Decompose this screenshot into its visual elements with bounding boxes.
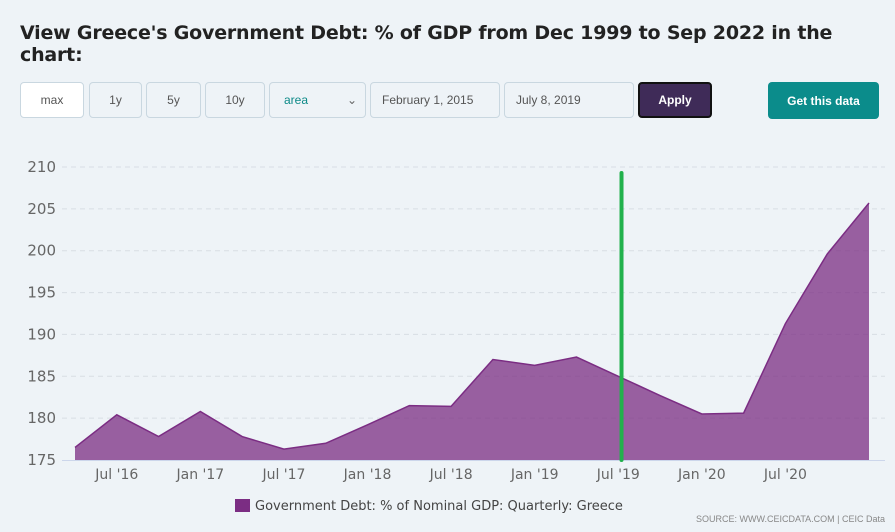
page-title: View Greece's Government Debt: % of GDP … bbox=[20, 22, 833, 66]
source-note: SOURCE: WWW.CEICDATA.COM | CEIC Data bbox=[695, 514, 885, 524]
start-date-input[interactable]: February 1, 2015 bbox=[370, 82, 500, 118]
legend-swatch bbox=[235, 499, 250, 512]
x-tick-label: Jul '18 bbox=[429, 467, 473, 483]
x-tick-label: Jul '20 bbox=[763, 467, 807, 483]
x-tick-label: Jan '17 bbox=[176, 467, 225, 483]
y-tick-label: 175 bbox=[27, 451, 56, 469]
x-tick-label: Jul '16 bbox=[94, 467, 138, 483]
series-line bbox=[74, 202, 870, 450]
range-10y-button[interactable]: 10y bbox=[205, 82, 265, 118]
y-tick-label: 190 bbox=[27, 325, 56, 343]
range-max-button[interactable]: max bbox=[20, 82, 84, 118]
x-tick-label: Jul '17 bbox=[261, 467, 305, 483]
range-5y-button[interactable]: 5y bbox=[146, 82, 201, 118]
legend-label: Government Debt: % of Nominal GDP: Quart… bbox=[255, 499, 623, 514]
x-tick-label: Jan '18 bbox=[343, 467, 392, 483]
y-tick-label: 180 bbox=[27, 409, 56, 427]
y-tick-label: 195 bbox=[27, 284, 56, 302]
apply-button[interactable]: Apply bbox=[638, 82, 712, 118]
series-area bbox=[75, 202, 869, 461]
y-tick-label: 210 bbox=[27, 158, 56, 176]
x-tick-label: Jan '20 bbox=[677, 467, 726, 483]
get-data-button[interactable]: Get this data bbox=[768, 82, 879, 119]
y-tick-label: 200 bbox=[27, 242, 56, 260]
chart-type-value: area bbox=[284, 93, 309, 107]
range-1y-button[interactable]: 1y bbox=[89, 82, 142, 118]
chart-type-select[interactable]: area ⌄ bbox=[269, 82, 366, 118]
chevron-down-icon: ⌄ bbox=[346, 93, 357, 107]
y-tick-label: 185 bbox=[27, 367, 56, 385]
end-date-input[interactable]: July 8, 2019 bbox=[504, 82, 634, 118]
x-tick-label: Jul '19 bbox=[596, 467, 640, 483]
y-tick-label: 205 bbox=[27, 200, 56, 218]
x-tick-label: Jan '19 bbox=[510, 467, 559, 483]
